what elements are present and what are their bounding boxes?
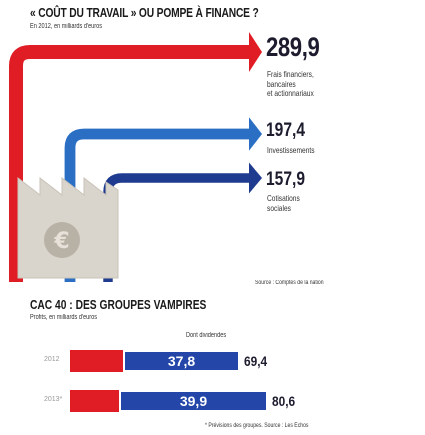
svg-text:€: € — [53, 229, 69, 254]
bar-year-2: 2013* — [44, 396, 63, 403]
flow-value-3: 157,9 — [266, 169, 305, 190]
chart1-source: Source : Comptes de la nation — [255, 280, 324, 286]
chart2-legend-dividends: Dont dividendes — [186, 332, 227, 339]
flow-value-1: 289,9 — [266, 32, 320, 62]
factory-icon: € — [17, 176, 119, 279]
flow-arrow-3 — [103, 173, 250, 282]
flow-label-3: Cotisations sociales — [267, 193, 300, 213]
chart1-title: « COÛT DU TRAVAIL » OU POMPE À FINANCE ? — [30, 6, 259, 20]
dividend-value-2: 39,9 — [179, 393, 208, 409]
chart1-graphic: € — [9, 32, 262, 282]
chart2-subtitle: Profits, en milliards d'euros — [30, 314, 98, 321]
profit-value-2: 80,6 — [272, 393, 296, 409]
bar-year-1: 2012 — [44, 356, 60, 363]
flow-arrow-2 — [64, 128, 250, 282]
dividend-value-1: 37,8 — [167, 353, 196, 369]
chart2-footnote: * Prévisions des groupes. Source : Les É… — [205, 423, 309, 429]
dividend-bar-2 — [119, 390, 268, 412]
flow-arrow-1 — [9, 45, 250, 282]
chart2-title: CAC 40 : DES GROUPES VAMPIRES — [30, 298, 207, 312]
profit-value-1: 69,4 — [244, 353, 268, 369]
flow-label-2: Investissements — [267, 145, 315, 155]
dividend-bar-1 — [122, 350, 241, 372]
flow-value-2: 197,4 — [266, 120, 305, 141]
flow-arrowhead-2 — [249, 117, 262, 151]
flow-arrowhead-1 — [249, 32, 262, 72]
flow-label-1: Frais financiers, bancaires et actionnaria… — [267, 69, 314, 98]
flow-arrowhead-3 — [249, 162, 262, 194]
chart1-subtitle: En 2012, en milliards d'euros — [30, 23, 103, 30]
